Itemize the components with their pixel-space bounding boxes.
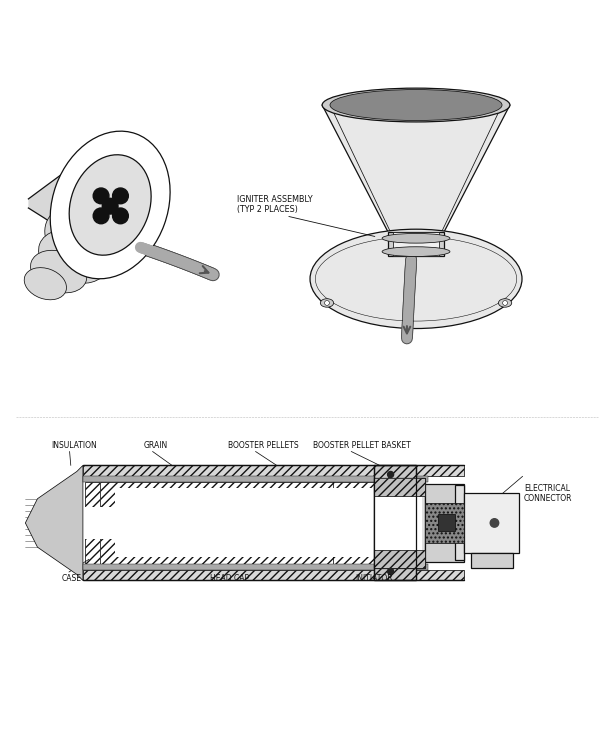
Ellipse shape bbox=[31, 251, 87, 293]
Ellipse shape bbox=[310, 229, 522, 329]
Bar bbox=[83, 465, 464, 476]
Circle shape bbox=[112, 208, 128, 224]
Bar bbox=[100, 482, 333, 564]
Bar bbox=[464, 492, 519, 553]
Bar bbox=[388, 232, 444, 256]
Bar bbox=[85, 482, 395, 564]
Bar bbox=[393, 232, 439, 256]
Circle shape bbox=[93, 208, 109, 224]
Bar bbox=[438, 514, 455, 531]
Polygon shape bbox=[322, 105, 510, 232]
Text: HEAD CAP: HEAD CAP bbox=[210, 574, 249, 584]
Text: ELECTRICAL
CONNECTOR: ELECTRICAL CONNECTOR bbox=[524, 483, 572, 503]
Polygon shape bbox=[25, 465, 83, 581]
Bar bbox=[83, 476, 428, 482]
Text: INITIATOR: INITIATOR bbox=[356, 574, 393, 584]
Ellipse shape bbox=[69, 155, 151, 255]
Bar bbox=[374, 465, 416, 581]
Bar bbox=[374, 478, 422, 568]
Ellipse shape bbox=[321, 298, 333, 307]
Ellipse shape bbox=[499, 298, 511, 307]
Ellipse shape bbox=[45, 203, 133, 273]
Bar bbox=[100, 482, 333, 564]
Text: BOOSTER PELLETS: BOOSTER PELLETS bbox=[228, 441, 299, 450]
Text: CASE: CASE bbox=[61, 574, 82, 584]
Text: BOOSTER PELLET BASKET: BOOSTER PELLET BASKET bbox=[313, 441, 411, 450]
Text: INSULATION: INSULATION bbox=[52, 441, 97, 450]
Text: GRAIN: GRAIN bbox=[144, 441, 168, 450]
Bar bbox=[374, 478, 425, 496]
Text: IGNITER ASSEMBLY
(TYP 2 PLACES): IGNITER ASSEMBLY (TYP 2 PLACES) bbox=[238, 195, 313, 214]
Ellipse shape bbox=[330, 90, 502, 121]
Circle shape bbox=[490, 519, 499, 527]
Circle shape bbox=[325, 301, 329, 305]
Ellipse shape bbox=[39, 229, 109, 284]
Bar bbox=[425, 483, 464, 562]
Circle shape bbox=[503, 301, 508, 305]
Bar bbox=[470, 553, 513, 568]
Ellipse shape bbox=[322, 88, 510, 122]
Ellipse shape bbox=[50, 131, 170, 279]
Circle shape bbox=[112, 188, 128, 203]
Bar bbox=[83, 564, 428, 570]
Circle shape bbox=[103, 198, 118, 214]
Bar bbox=[83, 570, 464, 581]
Polygon shape bbox=[28, 153, 104, 256]
Ellipse shape bbox=[382, 247, 450, 256]
Bar bbox=[456, 486, 464, 561]
Bar bbox=[374, 465, 416, 581]
Circle shape bbox=[93, 188, 109, 203]
Circle shape bbox=[387, 568, 394, 574]
Bar bbox=[374, 551, 425, 568]
Bar bbox=[425, 503, 464, 542]
Ellipse shape bbox=[24, 268, 66, 300]
Ellipse shape bbox=[382, 234, 450, 243]
Circle shape bbox=[387, 472, 394, 478]
Bar bbox=[85, 507, 407, 539]
Bar bbox=[115, 489, 389, 557]
Bar bbox=[374, 478, 425, 568]
